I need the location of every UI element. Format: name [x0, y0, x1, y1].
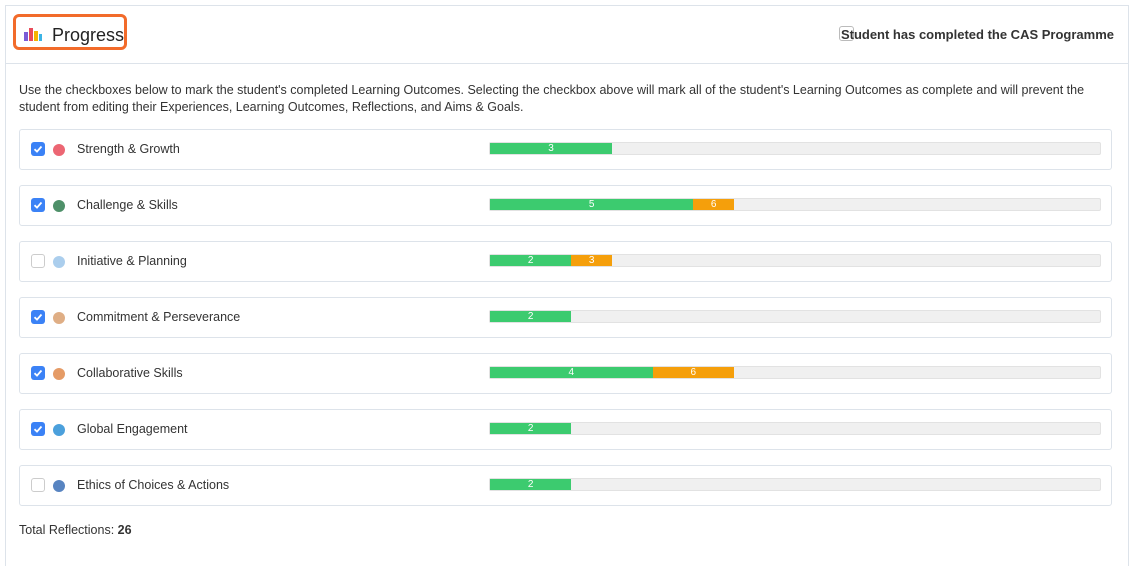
outcome-icon — [50, 477, 68, 498]
completed-segment: 2 — [490, 479, 572, 490]
total-value: 26 — [117, 523, 132, 537]
progress-bar: 2 — [489, 478, 1101, 491]
title: Progress — [52, 25, 125, 45]
cas-checkbox[interactable] — [839, 26, 854, 41]
outcome-row: Ethics of Choices & Actions 2 — [19, 465, 1112, 506]
completed-segment: 2 — [490, 311, 572, 322]
completed-segment: 4 — [490, 367, 653, 378]
outcome-icon — [50, 365, 68, 386]
outcome-label: Commitment & Perseverance — [77, 310, 241, 324]
progress-bar: 3 — [489, 142, 1101, 155]
checkbox[interactable] — [31, 422, 45, 436]
checkbox[interactable] — [31, 478, 45, 492]
outcome-label: Strength & Growth — [77, 142, 180, 156]
completed-segment: 2 — [490, 255, 572, 266]
checkbox[interactable] — [31, 366, 45, 380]
outcome-row: Challenge & Skills 5 6 — [19, 185, 1112, 226]
progress-bar: 2 — [489, 422, 1101, 435]
completed-segment: 2 — [490, 423, 572, 434]
total-segment: 3 — [571, 255, 612, 266]
title-icon — [24, 28, 42, 41]
description: Use the checkboxes below to mark the stu… — [19, 83, 1085, 114]
outcome-row: Strength & Growth 3 — [19, 129, 1112, 170]
outcome-icon — [50, 421, 68, 442]
cas-label[interactable]: Student has completed the CAS Programme — [840, 27, 1114, 42]
total: Total Reflections: 26 — [19, 523, 132, 537]
outcome-label: Collaborative Skills — [77, 366, 183, 380]
progress-bar: 2 — [489, 310, 1101, 323]
outcome-icon — [50, 253, 68, 274]
outcome-icon — [50, 197, 68, 218]
header: Progress Student has completed the CAS P… — [6, 6, 1128, 64]
outcome-row: Collaborative Skills 4 6 — [19, 353, 1112, 394]
outcome-row: Global Engagement 2 — [19, 409, 1112, 450]
outcome-label: Initiative & Planning — [77, 254, 187, 268]
checkbox[interactable] — [31, 198, 45, 212]
outcome-icon — [50, 309, 68, 330]
page: {"header": {"title": "Progress", "cas_la… — [5, 5, 1129, 566]
title-box[interactable]: Progress — [13, 14, 127, 50]
outcome-label: Challenge & Skills — [77, 198, 178, 212]
panel: Progress Student has completed the CAS P… — [5, 5, 1129, 566]
completed-segment: 5 — [490, 199, 694, 210]
total-label: Total Reflections: — [19, 523, 115, 537]
completed-segment: 3 — [490, 143, 612, 154]
checkbox[interactable] — [31, 142, 45, 156]
outcome-label: Global Engagement — [77, 422, 188, 436]
total-segment: 6 — [652, 367, 734, 378]
outcome-label: Ethics of Choices & Actions — [77, 478, 230, 492]
outcome-row: Commitment & Perseverance 2 — [19, 297, 1112, 338]
outcome-icon — [50, 141, 68, 162]
checkbox[interactable] — [31, 254, 45, 268]
total-segment: 6 — [693, 199, 734, 210]
outcome-row: Initiative & Planning 2 3 — [19, 241, 1112, 282]
checkbox[interactable] — [31, 310, 45, 324]
